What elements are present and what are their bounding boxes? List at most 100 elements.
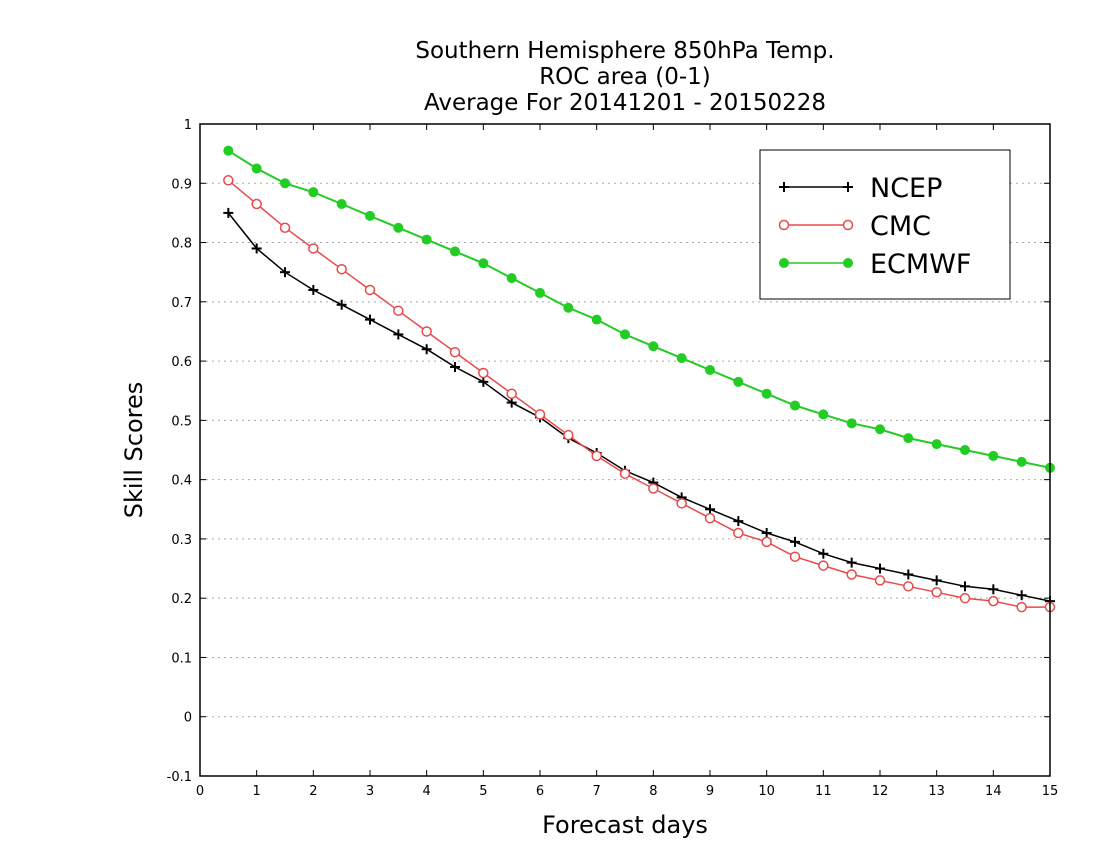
data-point	[874, 575, 886, 586]
data-point	[1016, 601, 1027, 613]
data-point	[336, 199, 347, 210]
data-point	[478, 258, 489, 269]
data-point	[336, 263, 347, 275]
data-point	[1016, 456, 1027, 467]
data-point	[251, 198, 262, 210]
y-tick-label: 0.3	[171, 533, 192, 548]
data-point	[421, 326, 432, 337]
x-tick-label: 15	[1042, 784, 1059, 799]
data-point	[450, 362, 460, 373]
data-point	[506, 273, 517, 284]
x-axis-label: Forecast days	[542, 811, 708, 839]
y-tick-label: 0.5	[171, 414, 192, 429]
data-point	[733, 376, 744, 387]
data-point	[846, 418, 857, 429]
data-point	[280, 178, 290, 189]
data-point	[223, 207, 234, 218]
data-point	[223, 175, 234, 186]
title-line-1: Southern Hemisphere 850hPa Temp.	[415, 38, 834, 64]
data-point	[705, 504, 715, 515]
data-point	[931, 587, 942, 598]
legend-item-ncep: NCEP	[779, 173, 942, 204]
data-point	[563, 429, 574, 441]
chart-title: Southern Hemisphere 850hPa Temp. ROC are…	[415, 38, 834, 116]
data-point	[648, 483, 659, 494]
data-point	[648, 341, 659, 352]
legend-marker	[842, 219, 854, 231]
legend-label: NCEP	[870, 173, 942, 204]
data-point	[478, 376, 489, 387]
data-point	[336, 299, 347, 310]
series-ecmwf	[223, 145, 1055, 473]
data-point	[308, 187, 319, 198]
legend: NCEP CMC ECMWF	[759, 149, 1011, 300]
data-point	[478, 367, 489, 379]
data-point	[591, 450, 602, 462]
x-tick-label: 13	[928, 784, 945, 799]
x-tick-label: 4	[423, 784, 431, 799]
data-point	[761, 536, 772, 548]
data-point	[790, 536, 800, 547]
legend-marker	[779, 182, 789, 192]
data-point	[393, 329, 404, 340]
data-point	[875, 563, 885, 574]
x-tick-label: 9	[706, 784, 714, 799]
data-point	[789, 551, 801, 562]
legend-marker	[779, 258, 789, 268]
title-line-2: ROC area (0-1)	[539, 64, 711, 90]
y-axis-ticks: -0.1 0 0.1 0.2 0.3 0.4 0.5 0.6 0.7 0.8 0.9 1	[167, 118, 1050, 785]
y-tick-label: 0.9	[171, 177, 192, 192]
data-point	[903, 569, 914, 580]
data-point	[450, 246, 460, 257]
data-point	[988, 584, 999, 595]
data-point	[705, 364, 715, 375]
data-point	[903, 581, 914, 592]
data-point	[761, 527, 772, 538]
title-line-3: Average For 20141201 - 20150228	[424, 90, 826, 116]
data-point	[279, 222, 291, 233]
data-point	[959, 592, 971, 604]
data-point	[733, 516, 744, 527]
x-tick-label: 2	[309, 784, 317, 799]
data-point	[875, 424, 885, 435]
series-ncep	[223, 207, 1055, 607]
legend-label: CMC	[870, 211, 931, 242]
data-point	[761, 388, 772, 399]
y-tick-label: 0.7	[171, 296, 192, 311]
data-point	[960, 581, 970, 592]
data-point	[535, 287, 545, 298]
series-layer	[223, 145, 1056, 613]
data-point	[251, 243, 262, 254]
y-tick-label: -0.1	[167, 770, 192, 785]
data-point	[251, 163, 262, 174]
legend-marker	[843, 182, 853, 192]
data-point	[393, 222, 404, 233]
data-point	[365, 314, 375, 325]
data-point	[365, 210, 375, 221]
data-point	[733, 527, 744, 539]
x-tick-label: 7	[593, 784, 601, 799]
legend-marker	[843, 258, 853, 268]
data-point	[790, 400, 800, 411]
data-point	[818, 409, 829, 420]
legend-item-cmc: CMC	[778, 211, 931, 242]
y-tick-label: 0.4	[171, 474, 192, 489]
legend-item-ecmwf: ECMWF	[779, 249, 971, 280]
data-point	[308, 243, 319, 254]
data-point	[960, 445, 970, 455]
data-point	[563, 302, 574, 313]
x-tick-label: 0	[196, 784, 204, 799]
data-point	[676, 353, 687, 364]
x-tick-label: 1	[253, 784, 261, 799]
x-tick-label: 6	[536, 784, 544, 799]
y-tick-label: 0.1	[171, 651, 192, 666]
data-point	[421, 234, 432, 245]
y-tick-label: 0	[184, 711, 192, 726]
x-tick-label: 11	[815, 784, 832, 799]
data-point	[506, 397, 517, 408]
data-point	[620, 329, 630, 340]
y-tick-label: 1	[184, 118, 192, 133]
y-tick-label: 0.8	[171, 237, 192, 252]
data-point	[1016, 590, 1027, 601]
